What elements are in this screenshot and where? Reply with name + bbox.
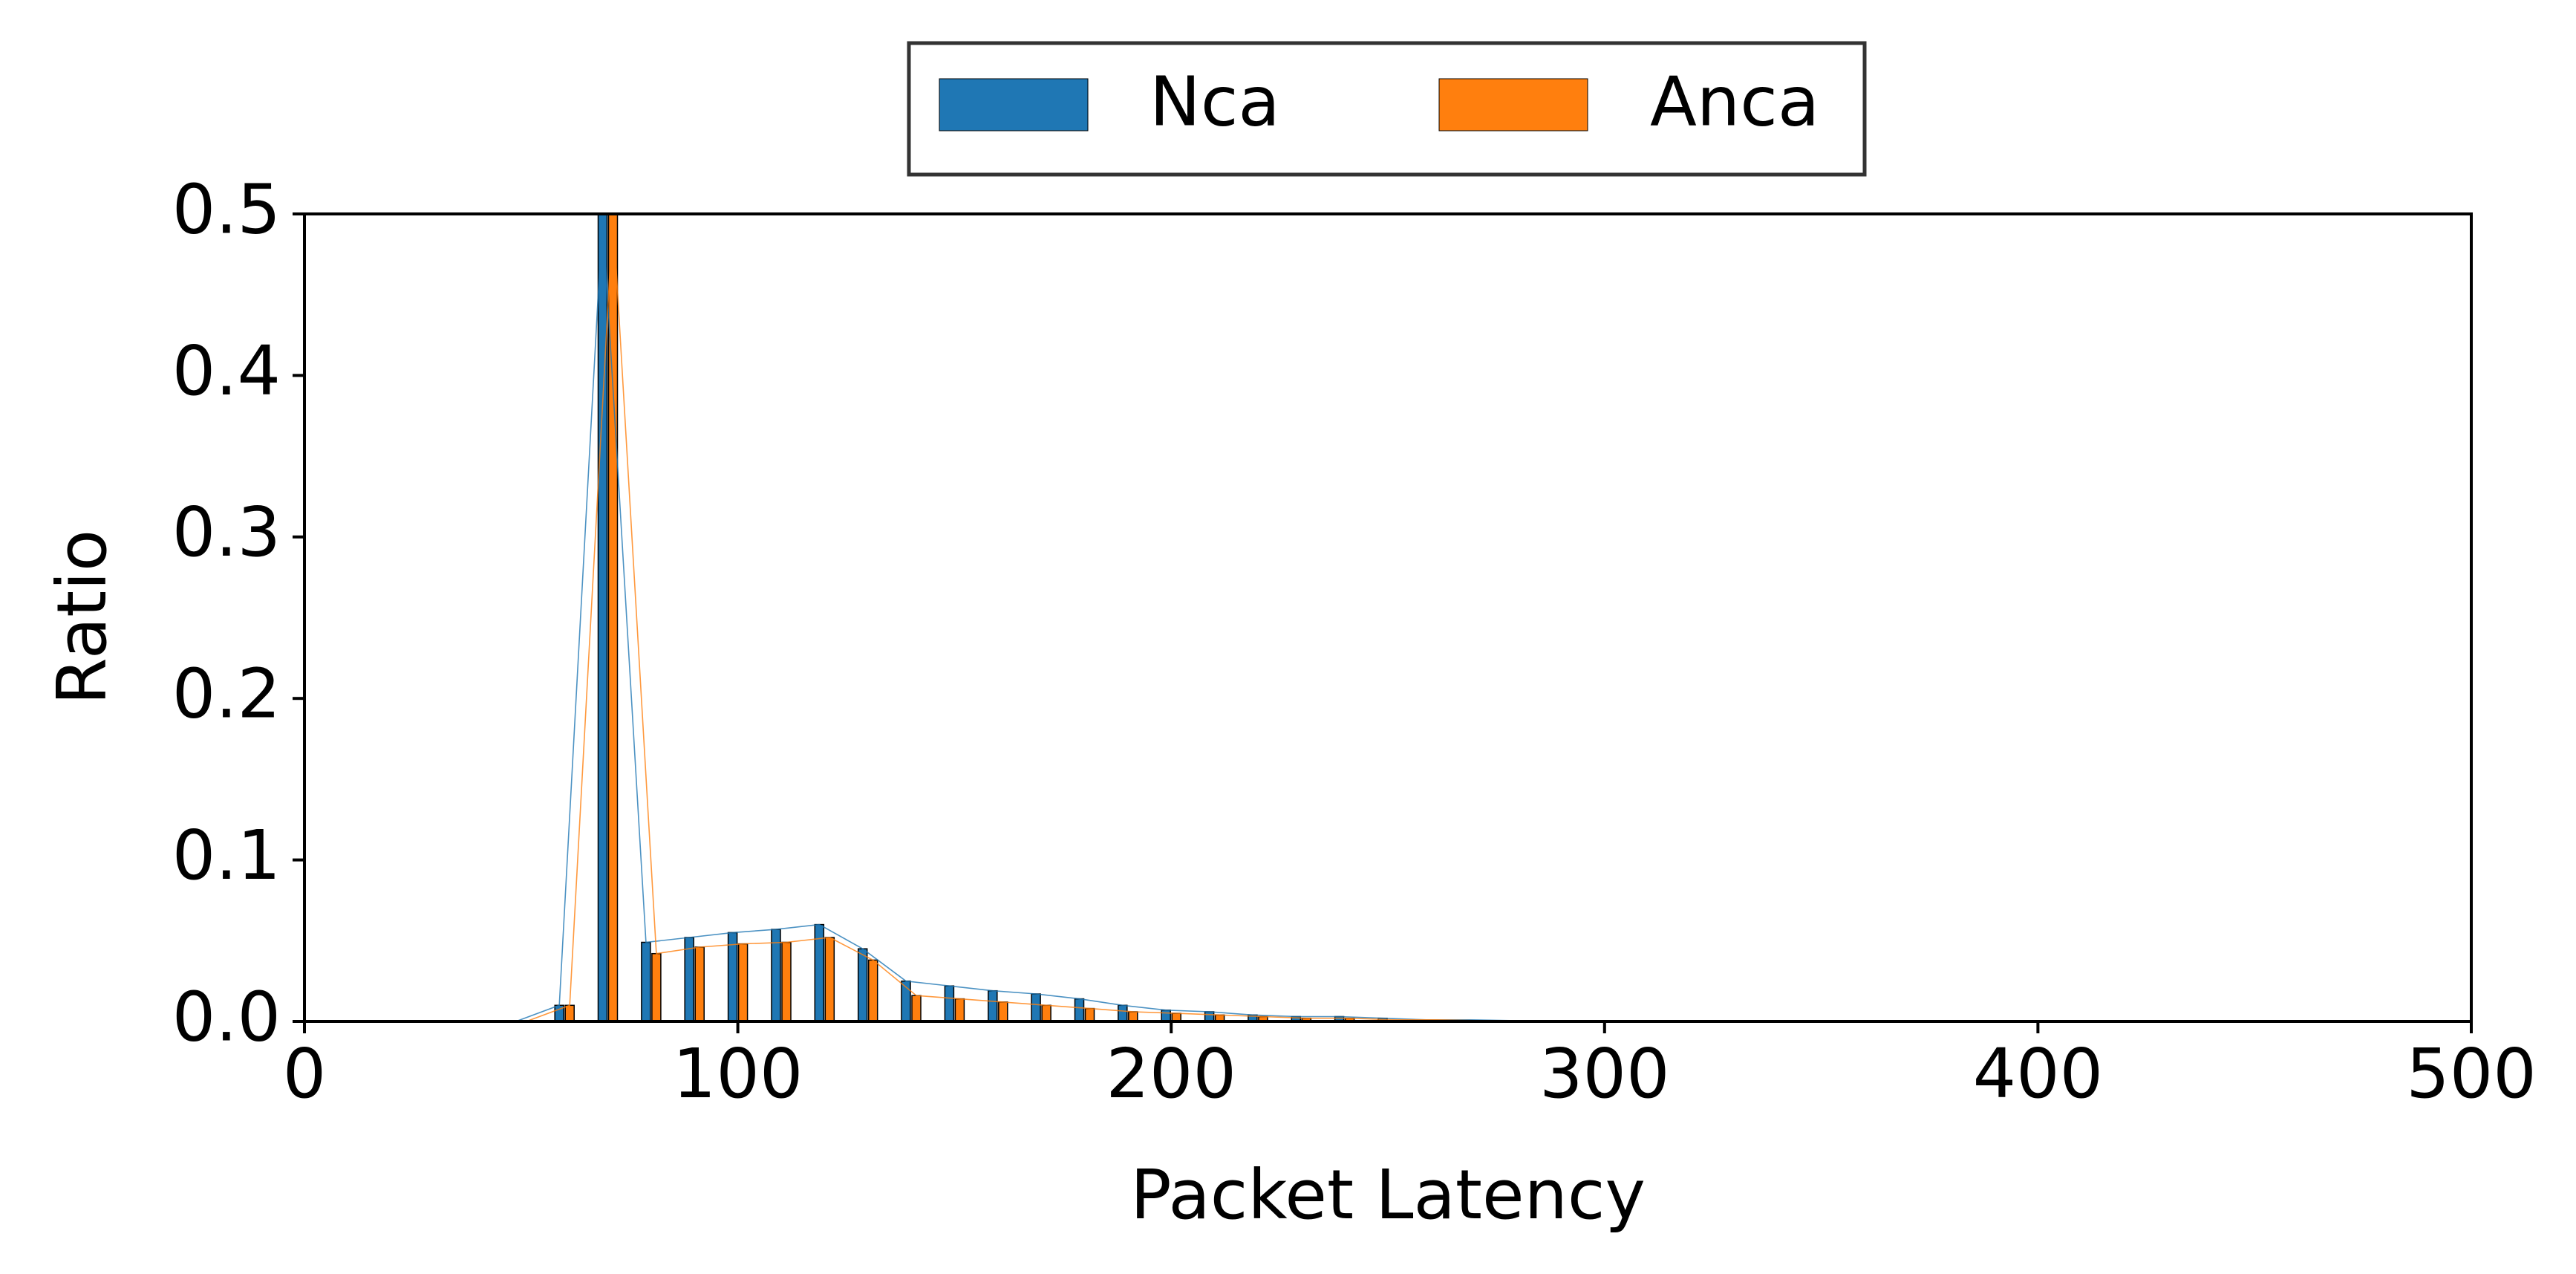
bar-anca-170 [1041,1004,1051,1022]
bars [554,213,1388,1022]
bar-nca-170 [1031,993,1041,1022]
bar-nca-90 [684,937,694,1022]
bar-nca-130 [857,948,868,1022]
bar-nca-80 [641,941,651,1022]
bar-nca-100 [727,932,738,1022]
bar-anca-150 [954,998,965,1022]
legend-swatch-anca [1438,78,1588,131]
y-tick-label: 0.2 [172,654,281,734]
y-tick-label: 0.4 [172,331,281,411]
x-tick-label: 200 [1106,1034,1236,1114]
series-lines [515,213,1610,1022]
plot-area [303,212,2473,1023]
bar-anca-100 [737,943,749,1022]
bar-nca-160 [988,989,998,1022]
legend-label-anca: Anca [1650,62,1819,141]
series-line-nca [515,213,1600,1022]
x-tick: 100 [673,1021,803,1114]
bar-anca-140 [911,995,922,1022]
y-tick-label: 0.3 [172,493,281,572]
x-tick: 500 [2406,1021,2537,1114]
series-line-anca [526,213,1610,1022]
x-tick-label: 400 [1973,1034,2104,1114]
bar-nca-70 [597,213,608,1022]
legend: Nca Anca [907,41,1867,177]
legend-swatch-nca [939,78,1089,131]
axes-frame [303,212,2473,1023]
x-tick-label: 100 [673,1034,803,1114]
x-tick-label: 300 [1539,1034,1670,1114]
x-tick-label: 0 [283,1034,327,1114]
bar-anca-90 [694,946,705,1022]
y-tick-label: 0.0 [172,977,281,1056]
y-tick-label: 0.1 [172,816,281,895]
y-tick: 0.3 [172,493,304,572]
x-axis: 0 100 200 300 400 500 [283,1021,2537,1114]
bar-anca-60 [564,1004,575,1022]
y-tick: 0.0 [172,977,304,1056]
x-tick: 200 [1106,1021,1236,1114]
y-tick: 0.1 [172,816,304,895]
bar-nca-190 [1118,1004,1128,1022]
bar-nca-150 [944,985,955,1022]
bar-nca-200 [1161,1010,1171,1022]
bar-anca-120 [824,937,835,1022]
y-tick: 0.5 [172,169,304,249]
y-tick: 0.4 [172,331,304,411]
bar-anca-180 [1084,1007,1095,1022]
bar-anca-160 [998,1001,1008,1022]
x-tick-label: 500 [2406,1034,2537,1114]
x-axis-label: Packet Latency [1130,1155,1646,1235]
bar-nca-180 [1074,998,1085,1022]
bar-anca-110 [781,941,792,1022]
legend-label-nca: Nca [1150,62,1280,141]
y-axis-label: Ratio [42,530,122,705]
bar-anca-130 [867,959,878,1022]
x-tick: 400 [1973,1021,2104,1114]
y-tick-label: 0.5 [172,169,281,249]
bar-anca-80 [651,952,662,1022]
x-tick: 300 [1539,1021,1670,1114]
y-axis: 0.0 0.1 0.2 0.3 0.4 0.5 [172,169,304,1056]
x-tick: 0 [283,1021,327,1114]
y-tick: 0.2 [172,654,304,734]
